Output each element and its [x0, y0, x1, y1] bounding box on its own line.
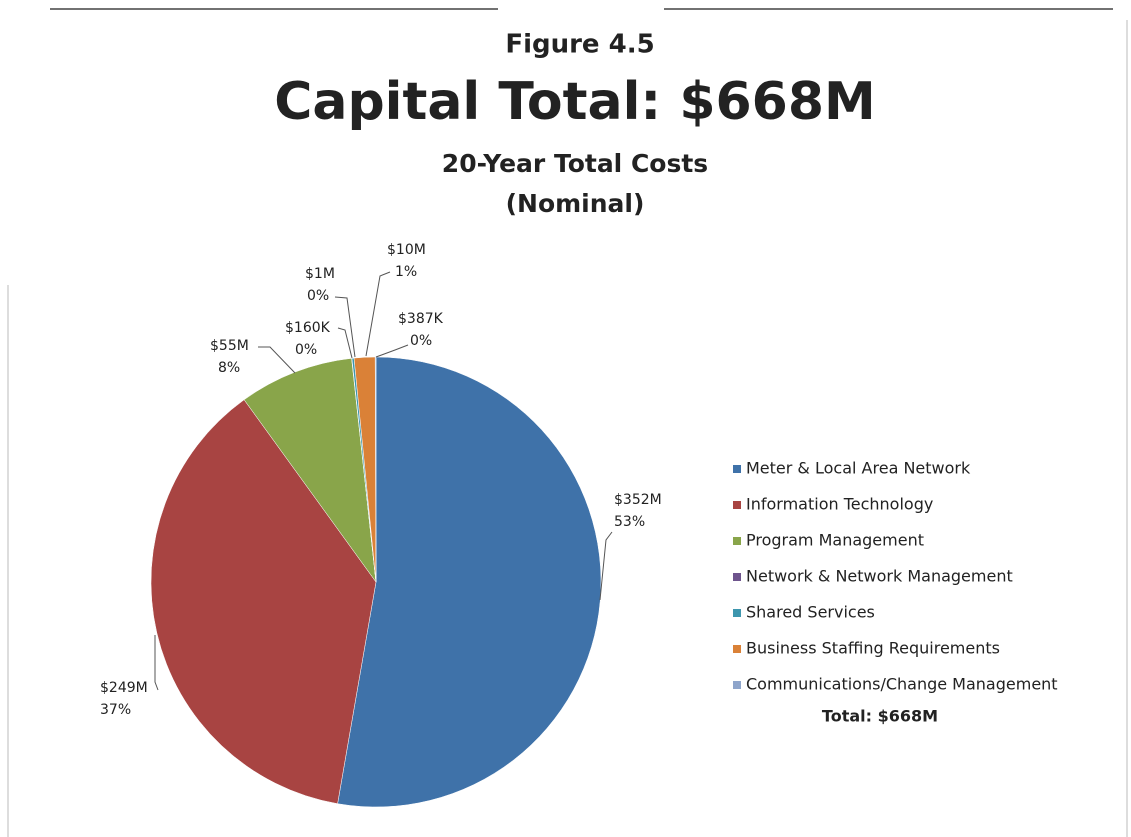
- leader-line: [334, 296, 356, 358]
- leader-line: [154, 635, 159, 691]
- legend-label: Information Technology: [746, 495, 933, 514]
- data-label: $160K: [285, 320, 331, 336]
- pie-slice: [337, 356, 602, 808]
- legend-swatch: [733, 645, 741, 653]
- percent-label: 37%: [100, 702, 131, 718]
- legend-swatch: [733, 573, 741, 581]
- legend-label: Meter & Local Area Network: [746, 459, 971, 478]
- percent-label: 0%: [410, 333, 432, 349]
- legend-swatch: [733, 465, 741, 473]
- data-label: $55M: [210, 338, 249, 354]
- legend-label: Network & Network Management: [746, 567, 1013, 586]
- percent-label: 0%: [307, 288, 329, 304]
- data-label: $1M: [305, 266, 335, 282]
- legend-swatch: [733, 501, 741, 509]
- legend-label: Business Staffing Requirements: [746, 639, 1000, 658]
- subtitle: (Nominal): [506, 189, 645, 218]
- percent-label: 8%: [218, 360, 240, 376]
- leader-line: [337, 327, 353, 359]
- pie-slice: [150, 399, 377, 804]
- legend-label: Communications/Change Management: [746, 675, 1058, 694]
- chart-title: Capital Total: $668M: [274, 72, 876, 132]
- subtitle: 20-Year Total Costs: [442, 149, 708, 178]
- leader-line: [375, 344, 409, 358]
- legend-swatch: [733, 609, 741, 617]
- pie-slice: [374, 356, 377, 583]
- leader-line: [599, 531, 613, 601]
- percent-label: 0%: [295, 342, 317, 358]
- figure-label: Figure 4.5: [505, 30, 654, 60]
- pie-slice: [243, 358, 377, 583]
- legend-swatch: [733, 537, 741, 545]
- percent-label: 53%: [614, 514, 645, 530]
- legend-label: Shared Services: [746, 603, 875, 622]
- data-label: $352M: [614, 492, 662, 508]
- leader-line: [365, 271, 391, 357]
- legend-swatch: [733, 681, 741, 689]
- data-label: $249M: [100, 680, 148, 696]
- data-label: $10M: [387, 242, 426, 258]
- data-label: $387K: [398, 311, 444, 327]
- percent-label: 1%: [395, 264, 417, 280]
- legend-total: Total: $668M: [822, 707, 938, 726]
- legend-label: Program Management: [746, 531, 924, 550]
- leader-line: [258, 346, 296, 374]
